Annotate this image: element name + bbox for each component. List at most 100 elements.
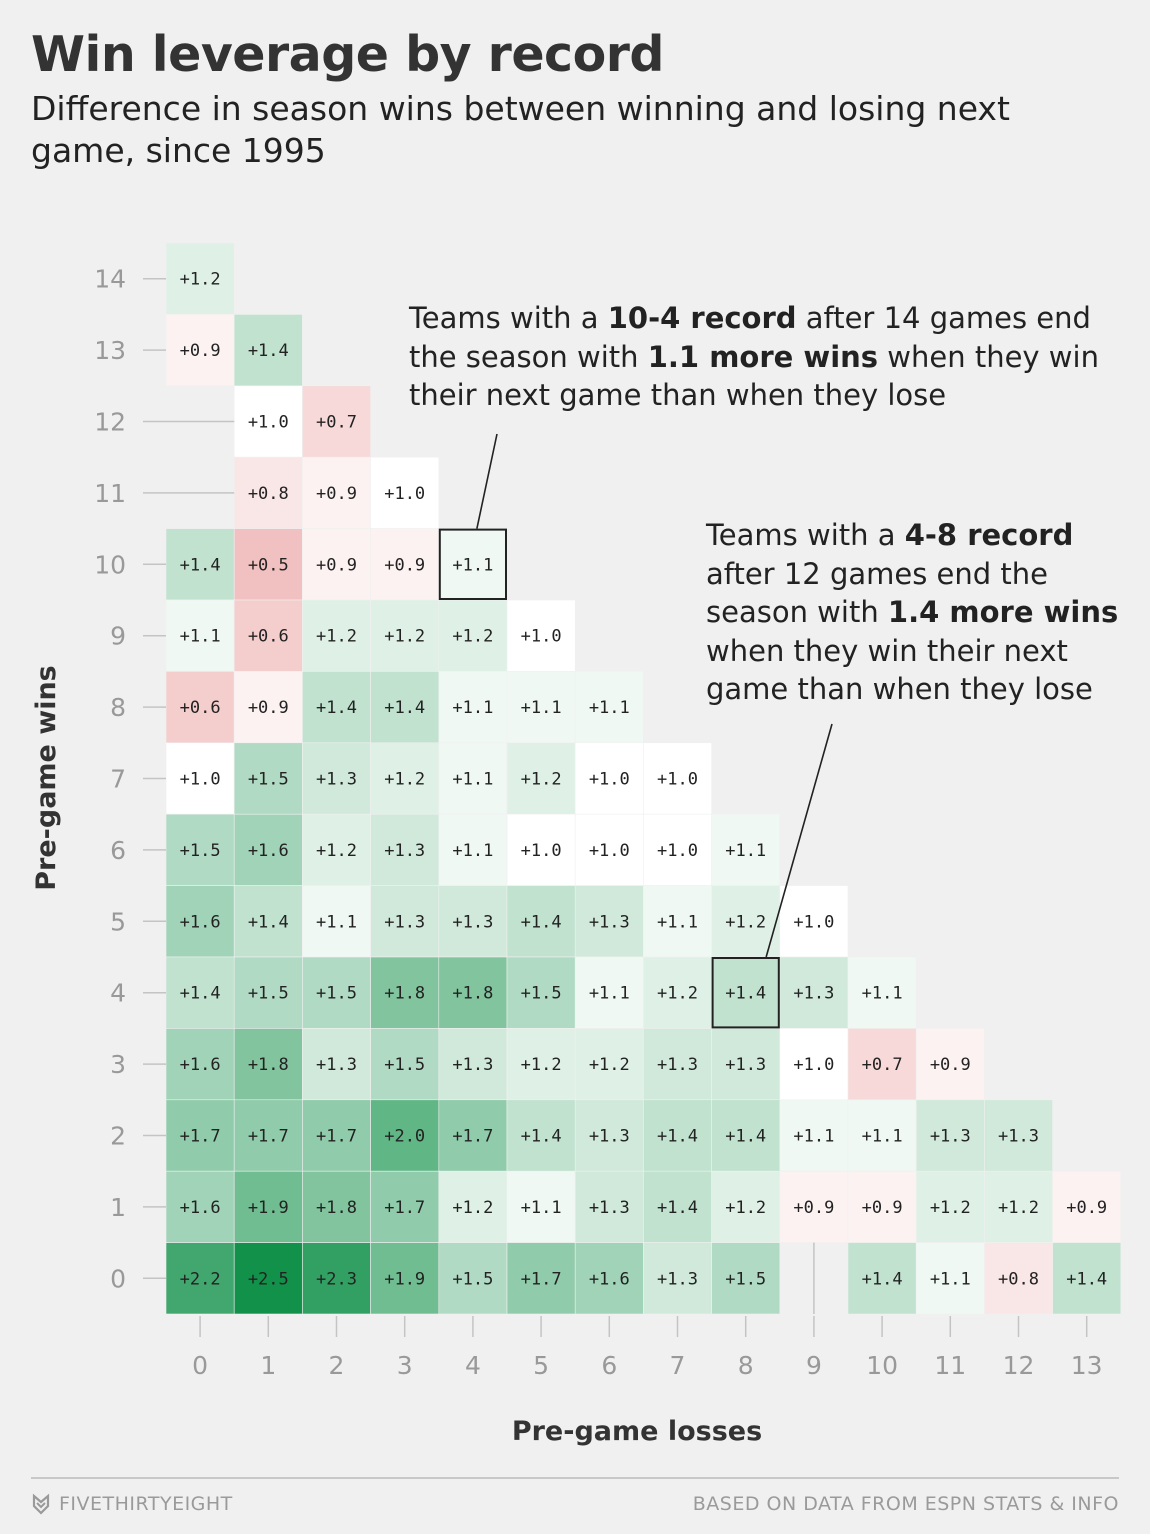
heatmap-cell-2-6 [574,1099,644,1172]
heatmap-cell-10-4 [438,528,508,601]
cell-label-11-2: +0.9 [316,484,357,504]
heatmap-cell-13-1 [233,314,303,387]
cell-label-0-4: +1.5 [452,1269,493,1289]
cell-label-0-0: +2.2 [180,1269,221,1289]
heatmap-cell-0-8 [711,1242,781,1315]
x-tick-label: 11 [934,1351,966,1380]
cell-label-5-9: +1.0 [793,912,834,932]
highlight-box-2 [711,957,780,1029]
heatmap-cell-0-10 [847,1242,917,1315]
y-axis-title: Pre-game wins [31,665,62,891]
cell-label-4-9: +1.3 [793,984,834,1004]
y-tick-label: 8 [110,693,126,722]
cell-label-2-8: +1.4 [725,1127,766,1147]
heatmap-cell-2-11 [915,1099,985,1172]
cell-label-1-9: +0.9 [793,1198,834,1218]
heatmap-cell-1-6 [574,1170,644,1243]
heatmap-cell-6-7 [643,813,712,886]
cell-label-3-5: +1.2 [521,1055,562,1075]
heatmap-cell-1-9 [779,1170,849,1243]
cell-label-5-1: +1.4 [248,912,289,932]
heatmap-cell-0-13 [1052,1242,1122,1315]
cell-label-14-0: +1.2 [180,270,221,290]
heatmap-cell-3-8 [711,1028,781,1101]
heatmap-cell-1-12 [984,1170,1053,1243]
cell-label-5-2: +1.1 [316,912,357,932]
cell-label-5-5: +1.4 [521,912,562,932]
cell-label-8-0: +0.6 [180,698,221,718]
leader-line-2 [765,723,833,958]
cell-label-9-4: +1.2 [452,627,493,647]
heatmap-cell-0-2 [302,1242,371,1315]
cell-label-10-3: +0.9 [384,555,425,575]
cell-label-8-5: +1.1 [521,698,562,718]
heatmap-cell-9-3 [370,599,440,672]
y-tick-label: 11 [94,479,126,508]
x-tick-label: 12 [1003,1351,1035,1380]
callouts [438,433,833,1029]
cell-label-3-2: +1.3 [316,1055,357,1075]
cell-label-12-2: +0.7 [316,413,357,433]
cell-label-0-7: +1.3 [657,1269,698,1289]
cell-label-1-6: +1.3 [589,1198,630,1218]
heatmap-cell-4-10 [847,956,917,1029]
cell-label-2-4: +1.7 [452,1127,493,1147]
cell-label-3-11: +0.9 [930,1055,971,1075]
cell-label-6-0: +1.5 [180,841,221,861]
cell-label-6-4: +1.1 [452,841,493,861]
heatmap-cell-1-13 [1052,1170,1122,1243]
cell-label-2-5: +1.4 [521,1127,562,1147]
heatmap-cell-3-10 [847,1028,917,1101]
heatmap-cell-9-4 [438,599,508,672]
heatmap-cell-0-7 [643,1242,712,1315]
cell-label-1-0: +1.6 [180,1198,221,1218]
cell-label-0-1: +2.5 [248,1269,289,1289]
cell-label-6-3: +1.3 [384,841,425,861]
heatmap-cell-2-9 [779,1099,849,1172]
heatmap-cell-2-7 [643,1099,712,1172]
heatmap-cell-2-0 [165,1099,235,1172]
cell-label-10-4: +1.1 [452,555,493,575]
cell-label-8-2: +1.4 [316,698,357,718]
cell-label-11-1: +0.8 [248,484,289,504]
cell-label-2-9: +1.1 [793,1127,834,1147]
chart-title: Win leverage by record [31,26,665,83]
cell-label-5-0: +1.6 [180,912,221,932]
cell-label-4-4: +1.8 [452,984,493,1004]
annotation-text-segment: 1.1 more wins [647,339,879,374]
heatmap-cell-0-4 [438,1242,508,1315]
cell-label-0-12: +0.8 [998,1269,1039,1289]
heatmap-cell-8-3 [370,671,440,744]
cell-label-1-4: +1.2 [452,1198,493,1218]
heatmap-cell-13-0 [165,314,235,387]
heatmap-cell-2-10 [847,1099,917,1172]
cell-label-8-3: +1.4 [384,698,425,718]
cell-label-5-6: +1.3 [589,912,630,932]
x-tick-label: 7 [670,1351,686,1380]
footer-source: BASED ON DATA FROM ESPN STATS & INFO [692,1493,1119,1515]
cell-label-3-6: +1.2 [589,1055,630,1075]
cell-label-0-8: +1.5 [725,1269,766,1289]
x-tick-label: 9 [806,1351,822,1380]
heatmap-cell-3-3 [370,1028,440,1101]
heatmap-cell-4-6 [574,956,644,1029]
heatmap-cell-8-4 [438,671,508,744]
cell-label-9-1: +0.6 [248,627,289,647]
cell-label-3-8: +1.3 [725,1055,766,1075]
heatmap-cell-8-0 [165,671,235,744]
heatmap-cell-6-5 [506,813,576,886]
heatmap-cell-1-1 [233,1170,303,1243]
cell-label-6-6: +1.0 [589,841,630,861]
cell-label-2-2: +1.7 [316,1127,357,1147]
cell-label-3-7: +1.3 [657,1055,698,1075]
y-tick-label: 1 [110,1193,126,1222]
cell-label-3-3: +1.5 [384,1055,425,1075]
heatmap-cell-10-1 [233,528,303,601]
heatmap-cell-6-2 [302,813,371,886]
cell-label-0-6: +1.6 [589,1269,630,1289]
heatmap-cell-7-7 [643,742,712,815]
cell-label-4-6: +1.1 [589,984,630,1004]
cell-label-3-1: +1.8 [248,1055,289,1075]
cell-label-3-4: +1.3 [452,1055,493,1075]
